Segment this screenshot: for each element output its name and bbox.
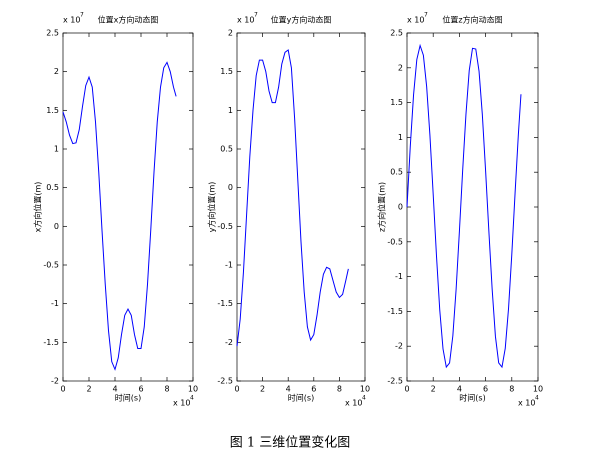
y-axis-label: y方向位置(m)	[207, 182, 217, 233]
x-axis-label: 时间(s)	[288, 393, 314, 403]
y-tick-label: -2.5	[217, 377, 233, 386]
chart-title: 位置y方向动态图	[271, 15, 332, 25]
x-tick-label: 0	[404, 385, 409, 394]
y-tick-label: 2	[54, 67, 59, 76]
y-tick-label: -1	[51, 299, 59, 308]
y-multiplier: x 10	[237, 16, 254, 25]
y-tick-label: -0.5	[387, 237, 403, 246]
y-axis-label: x方向位置(m)	[33, 182, 43, 233]
x-multiplier: x 10	[345, 399, 362, 408]
y-tick-label: -1	[225, 261, 233, 270]
x-tick-label: 4	[286, 385, 291, 394]
x-tick-label: 2	[260, 385, 265, 394]
y-tick-label: -2	[51, 377, 59, 386]
data-line	[62, 61, 177, 371]
x-tick-label: 8	[509, 385, 514, 394]
y-exponent: 7	[80, 12, 84, 19]
y-tick-label: -1.5	[43, 338, 59, 347]
y-tick-label: 0	[54, 222, 59, 231]
y-tick-label: 1.5	[46, 106, 59, 115]
y-tick-label: 0	[398, 203, 403, 212]
y-tick-label: -1.5	[217, 299, 233, 308]
y-tick-label: 0.5	[220, 145, 233, 154]
x-exponent: 4	[190, 395, 194, 402]
x-tick-label: 6	[311, 385, 316, 394]
x-tick-label: 6	[138, 385, 143, 394]
y-tick-label: 2.5	[46, 29, 59, 38]
x-multiplier: x 10	[173, 399, 190, 408]
y-exponent: 7	[424, 12, 428, 19]
x-tick-label: 8	[164, 385, 169, 394]
y-tick-label: 1.5	[390, 98, 403, 107]
y-tick-label: 1	[54, 145, 59, 154]
y-tick-label: -2.5	[387, 377, 403, 386]
y-tick-label: -0.5	[217, 222, 233, 231]
x-tick-label: 0	[234, 385, 239, 394]
x-axis-label: 时间(s)	[459, 393, 485, 403]
x-tick-label: 2	[86, 385, 91, 394]
axes-box	[62, 32, 194, 382]
x-exponent: 4	[535, 395, 539, 402]
x-axis-label: 时间(s)	[115, 393, 141, 403]
x-tick-label: 10	[188, 385, 198, 394]
x-tick-label: 10	[533, 385, 543, 394]
x-tick-label: 6	[483, 385, 488, 394]
y-exponent: 7	[254, 12, 258, 19]
chart-title: 位置z方向动态图	[442, 15, 502, 25]
y-tick-label: 1	[228, 106, 233, 115]
x-tick-label: 0	[60, 385, 65, 394]
x-exponent: 4	[362, 395, 366, 402]
y-tick-label: 2.5	[390, 29, 403, 38]
x-tick-label: 10	[360, 385, 370, 394]
axes-box	[236, 32, 366, 382]
y-multiplier: x 10	[63, 16, 80, 25]
y-tick-label: 1.5	[220, 67, 233, 76]
y-tick-label: -1.5	[387, 307, 403, 316]
y-tick-label: 0.5	[46, 183, 59, 192]
y-multiplier: x 10	[407, 16, 424, 25]
y-tick-label: 1	[398, 133, 403, 142]
data-line	[406, 43, 522, 369]
data-line	[236, 49, 349, 347]
x-tick-label: 8	[337, 385, 342, 394]
x-tick-label: 4	[112, 385, 117, 394]
y-tick-label: 0	[228, 183, 233, 192]
y-tick-label: 0.5	[390, 168, 403, 177]
caption: 图 1 三维位置变化图	[230, 435, 351, 451]
y-tick-label: 2	[228, 29, 233, 38]
chart-title: 位置x方向动态图	[98, 15, 159, 25]
x-tick-label: 4	[457, 385, 462, 394]
x-tick-label: 2	[431, 385, 436, 394]
y-axis-label: z方向位置(m)	[377, 182, 387, 232]
y-tick-label: -0.5	[43, 261, 59, 270]
y-tick-label: -1	[395, 272, 403, 281]
y-tick-label: 2	[398, 63, 403, 72]
x-multiplier: x 10	[518, 399, 535, 408]
y-tick-label: -2	[225, 338, 233, 347]
y-tick-label: -2	[395, 342, 403, 351]
